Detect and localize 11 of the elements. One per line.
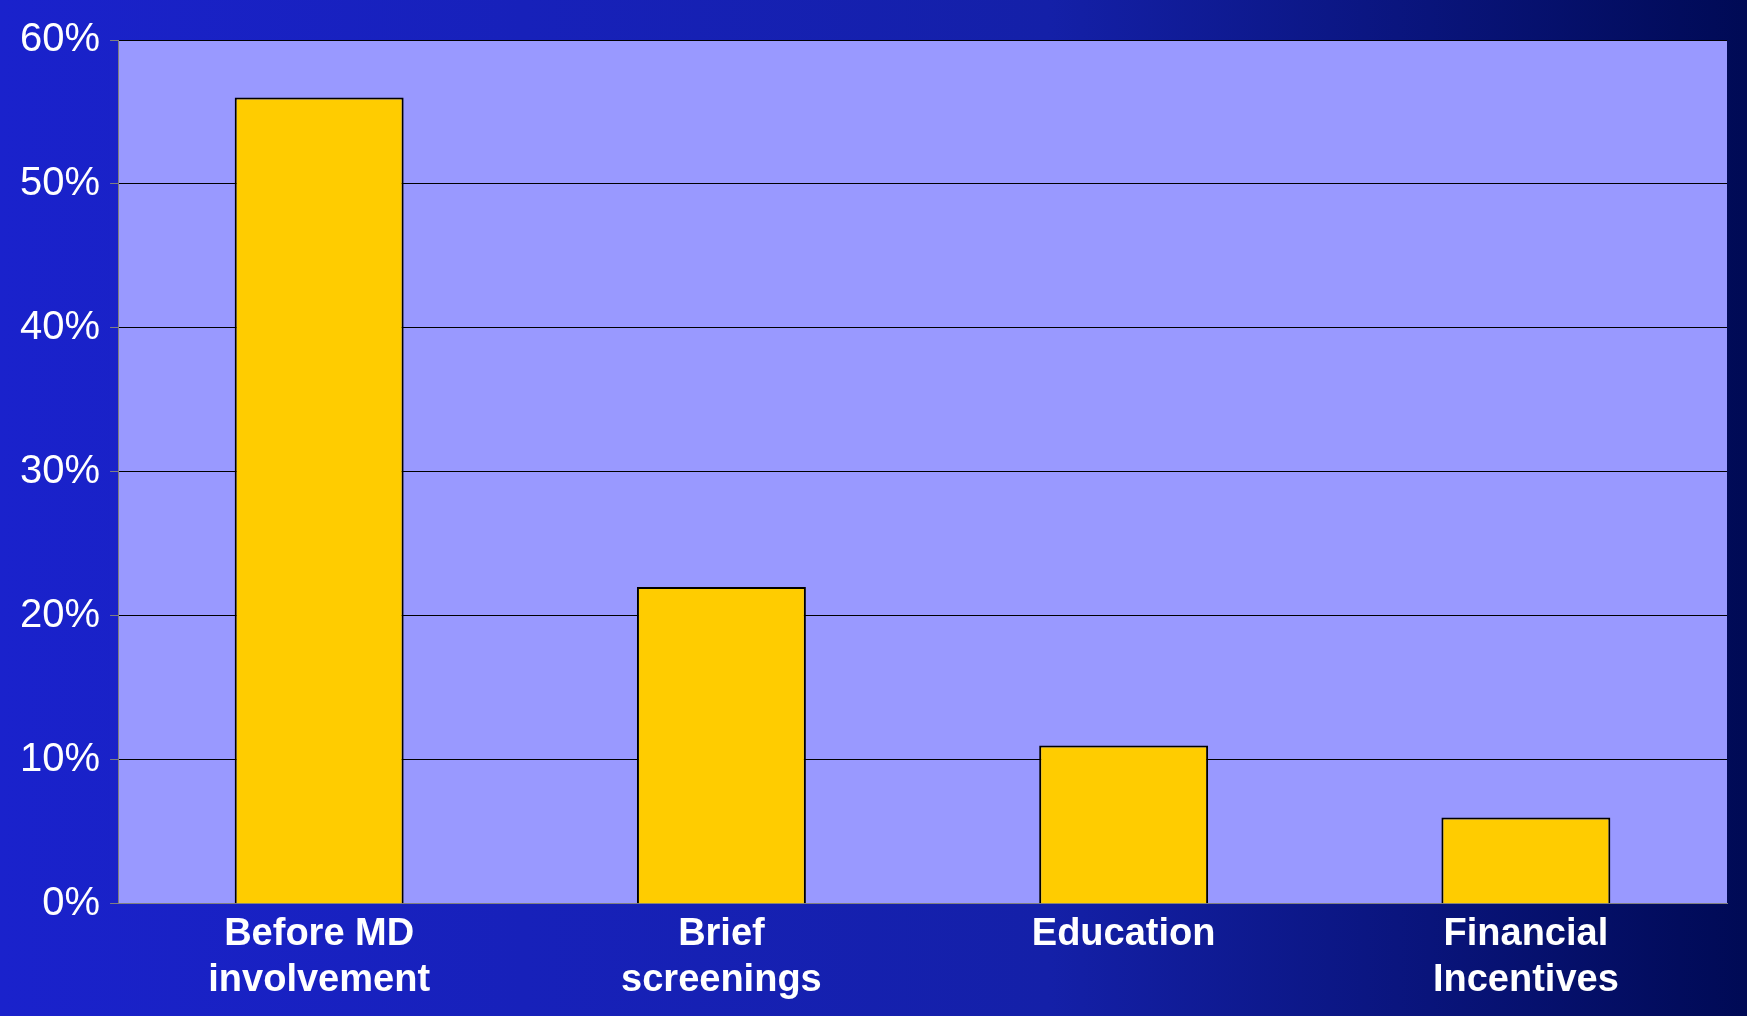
y-tick-label: 60%	[20, 15, 101, 60]
x-tick-label: Education	[1031, 911, 1216, 954]
y-tick-label: 30%	[20, 446, 101, 491]
y-tick-label: 20%	[20, 590, 101, 635]
y-tick-label: 10%	[20, 734, 101, 779]
y-tick-label: 50%	[20, 159, 101, 203]
x-tick-label: Brief screenings	[621, 911, 822, 999]
y-tick-label: 0%	[42, 878, 101, 923]
y-tick-label: 40%	[20, 302, 101, 347]
x-tick-label: Financial Incentives	[1432, 911, 1619, 999]
x-tick-label: Before MD involvement	[208, 911, 431, 999]
